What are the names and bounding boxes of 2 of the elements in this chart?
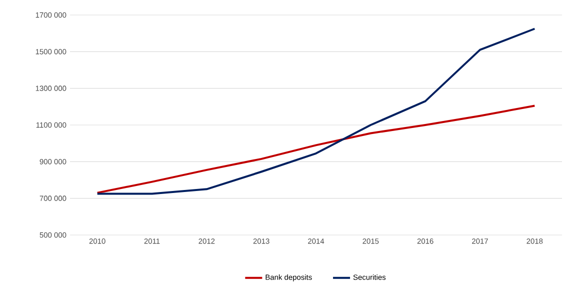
line-series xyxy=(96,28,536,195)
line-series xyxy=(96,104,536,194)
